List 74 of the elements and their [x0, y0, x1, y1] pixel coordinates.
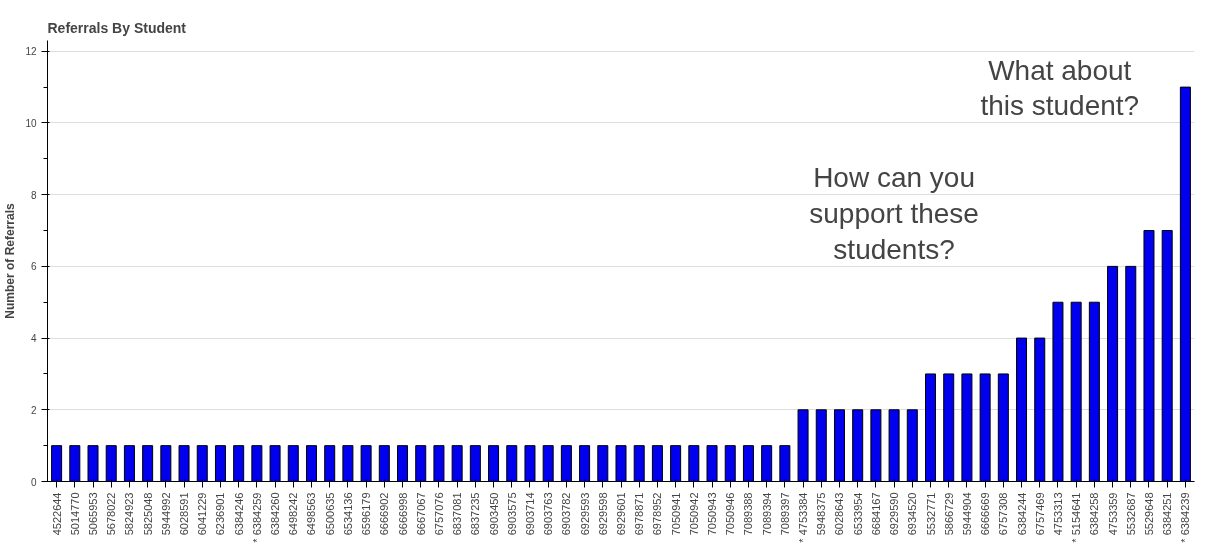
y-tick-label: 4: [30, 333, 37, 345]
x-tick-label: 5529648: [1142, 492, 1155, 536]
x-tick-label: 6666902: [378, 492, 391, 536]
y-tick-label: 8: [30, 189, 37, 201]
x-tick-label: 6757076: [432, 492, 445, 536]
x-tick-label: 6978952: [651, 492, 664, 536]
x-tick-label: 5532771: [924, 492, 937, 536]
x-tick-label: 6666998: [396, 492, 409, 536]
x-tick-label: 6533954: [851, 492, 864, 536]
x-tick-label: 5944904: [960, 492, 973, 536]
x-tick-label: 5825048: [141, 492, 154, 536]
x-tick-label: 6903763: [542, 492, 555, 536]
x-tick-label: 6757469: [1033, 492, 1046, 536]
x-tick-label: 6498242: [287, 492, 300, 536]
x-tick-label: 6903782: [560, 492, 573, 536]
x-tick-label: 7050946: [724, 492, 737, 536]
y-tick-label: 10: [25, 117, 37, 129]
x-tick-label: 6384260: [269, 492, 282, 536]
y-tick-label: 12: [25, 46, 37, 58]
x-tick-label: 6667067: [414, 492, 427, 536]
x-tick-label: 6934520: [906, 492, 919, 536]
x-tick-label: 6903450: [487, 492, 500, 536]
x-tick-label: 6929598: [596, 492, 609, 536]
x-tick-label: 6837235: [469, 492, 482, 536]
x-tick-label: 6929590: [888, 492, 901, 536]
x-tick-label: * 5154641: [1070, 492, 1083, 543]
x-tick-label: 6028643: [833, 492, 846, 536]
annotation: What about this student?: [980, 54, 1140, 122]
x-tick-label: 6498563: [305, 492, 318, 536]
x-tick-label: 5065953: [87, 492, 100, 536]
x-tick-label: 7050941: [669, 492, 682, 536]
annotation: How can you support these students?: [809, 162, 979, 265]
y-tick-label: 6: [30, 261, 37, 273]
x-tick-label: 7089394: [760, 492, 773, 536]
x-tick-label: 6978871: [633, 492, 646, 536]
x-tick-label: * 4753384: [797, 492, 810, 543]
x-tick-label: * 6384239: [1179, 492, 1192, 543]
x-tick-label: 6384258: [1088, 492, 1101, 536]
x-tick-label: 5824923: [123, 492, 136, 536]
x-tick-label: 6384246: [232, 492, 245, 536]
x-tick-label: * 6384259: [250, 492, 263, 543]
x-tick-label: 4522644: [50, 492, 63, 536]
x-tick-label: 6384244: [1015, 492, 1028, 536]
x-tick-label: 6837081: [451, 492, 464, 536]
x-tick-label: 5678022: [105, 492, 118, 536]
y-axis-title: Number of Referrals: [3, 202, 18, 319]
chart-title: Referrals By Student: [47, 19, 187, 36]
x-tick-label: 6903714: [523, 492, 536, 536]
x-tick-label: 5014770: [68, 492, 81, 536]
x-tick-label: 5532687: [1124, 492, 1137, 536]
x-tick-label: 6041229: [196, 492, 209, 536]
x-tick-label: 6596179: [360, 492, 373, 536]
x-tick-label: 4753359: [1106, 492, 1119, 536]
x-tick-label: 7089388: [742, 492, 755, 536]
x-tick-label: 6666669: [979, 492, 992, 536]
x-tick-label: 7089397: [778, 492, 791, 536]
x-tick-label: 7050943: [706, 492, 719, 536]
x-tick-label: 6236901: [214, 492, 227, 536]
x-tick-label: 6384251: [1161, 492, 1174, 536]
x-tick-label: 6684167: [869, 492, 882, 536]
x-tick-label: 5866729: [942, 492, 955, 536]
x-tick-label: 6500635: [323, 492, 336, 536]
x-tick-label: 6903575: [505, 492, 518, 536]
x-tick-label: 6534136: [341, 492, 354, 536]
x-tick-label: 6757308: [997, 492, 1010, 536]
x-tick-label: 5948375: [815, 492, 828, 536]
x-tick-label: 6929593: [578, 492, 591, 536]
x-tick-label: 7050942: [687, 492, 700, 536]
x-tick-label: 5944992: [159, 492, 172, 536]
x-tick-label: 6028591: [178, 492, 191, 536]
y-tick-label: 0: [30, 476, 37, 488]
x-tick-label: 4753313: [1051, 492, 1064, 536]
y-tick-label: 2: [30, 404, 37, 416]
x-tick-label: 6929601: [615, 492, 627, 536]
